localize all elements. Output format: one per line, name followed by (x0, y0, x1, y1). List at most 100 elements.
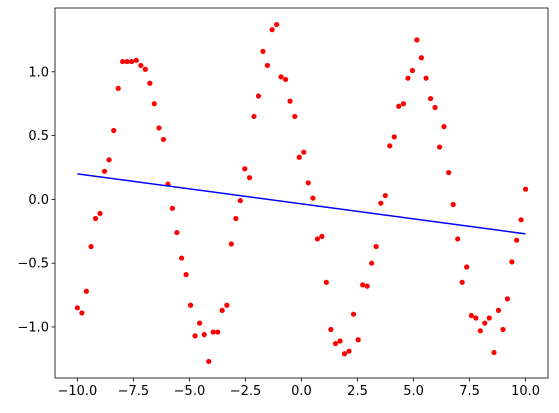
point (477, 328, 483, 334)
point (455, 236, 461, 242)
point (115, 85, 121, 91)
point (332, 340, 339, 347)
point (296, 154, 302, 160)
point (400, 101, 407, 107)
point (287, 98, 293, 104)
y-tick-label: 1.0 (28, 65, 49, 80)
point (255, 93, 262, 99)
point (269, 27, 275, 33)
point (427, 95, 434, 102)
point (174, 229, 180, 236)
point (319, 233, 325, 239)
point (215, 329, 221, 335)
point (504, 296, 511, 302)
x-tick-label: 0.0 (291, 384, 312, 399)
point (237, 198, 243, 204)
point (210, 329, 216, 335)
point (518, 217, 524, 223)
point (282, 76, 289, 83)
point (142, 66, 148, 72)
point (378, 200, 384, 206)
point (111, 127, 117, 134)
point (151, 101, 157, 107)
point (350, 311, 357, 317)
point (278, 74, 284, 80)
x-tick-label: 2.5 (347, 384, 368, 399)
point (228, 241, 234, 247)
point (83, 288, 89, 294)
point (486, 315, 492, 321)
point (310, 195, 316, 201)
point (482, 320, 488, 326)
point (423, 75, 429, 81)
point (201, 332, 207, 338)
point (323, 279, 329, 285)
point (405, 75, 411, 81)
x-tick-label: 5.0 (403, 384, 424, 399)
point (346, 348, 352, 354)
point (219, 307, 225, 313)
point (441, 124, 447, 130)
point (192, 333, 198, 339)
point (274, 21, 280, 28)
point (264, 62, 271, 69)
point (328, 326, 334, 333)
point (160, 136, 167, 143)
point (509, 259, 515, 265)
point (446, 169, 452, 176)
point (495, 307, 502, 313)
point (414, 37, 420, 43)
point (355, 337, 361, 343)
point (387, 143, 393, 149)
point (491, 349, 497, 356)
x-tick-label: −5.0 (174, 384, 206, 399)
point (88, 243, 94, 250)
point (251, 113, 257, 120)
point (364, 283, 370, 289)
point (147, 80, 153, 86)
point (196, 320, 203, 326)
point (133, 57, 139, 63)
y-tick-label: −0.5 (17, 257, 49, 272)
point (97, 210, 103, 217)
point (436, 144, 443, 150)
point (260, 48, 266, 54)
x-tick-label: −10.0 (57, 384, 97, 399)
point (418, 55, 424, 61)
point (187, 302, 194, 308)
point (156, 125, 162, 131)
point (79, 310, 85, 316)
point (169, 205, 176, 211)
point (450, 201, 456, 208)
point (129, 58, 135, 65)
point (373, 243, 379, 250)
point (369, 260, 375, 266)
point (432, 104, 438, 111)
point (183, 272, 189, 278)
fit-line (77, 173, 526, 235)
x-tick-label: 10.0 (511, 384, 540, 399)
point (314, 236, 321, 242)
point (106, 157, 112, 163)
point (233, 215, 239, 222)
x-tick-label: −7.5 (118, 384, 150, 399)
point (242, 166, 248, 172)
point (473, 315, 479, 321)
y-tick-label: −1.0 (17, 320, 49, 335)
point (120, 58, 126, 65)
point (301, 149, 307, 155)
point (138, 62, 144, 69)
point (292, 113, 298, 120)
point (305, 180, 311, 186)
point (341, 351, 348, 357)
point (74, 305, 81, 311)
point (206, 358, 212, 365)
y-tick-label: 0.5 (28, 129, 49, 144)
point (224, 302, 230, 308)
point (179, 255, 185, 261)
point (468, 312, 474, 319)
y-tick-label: 0.0 (28, 193, 49, 208)
x-tick-label: 7.5 (459, 384, 480, 399)
